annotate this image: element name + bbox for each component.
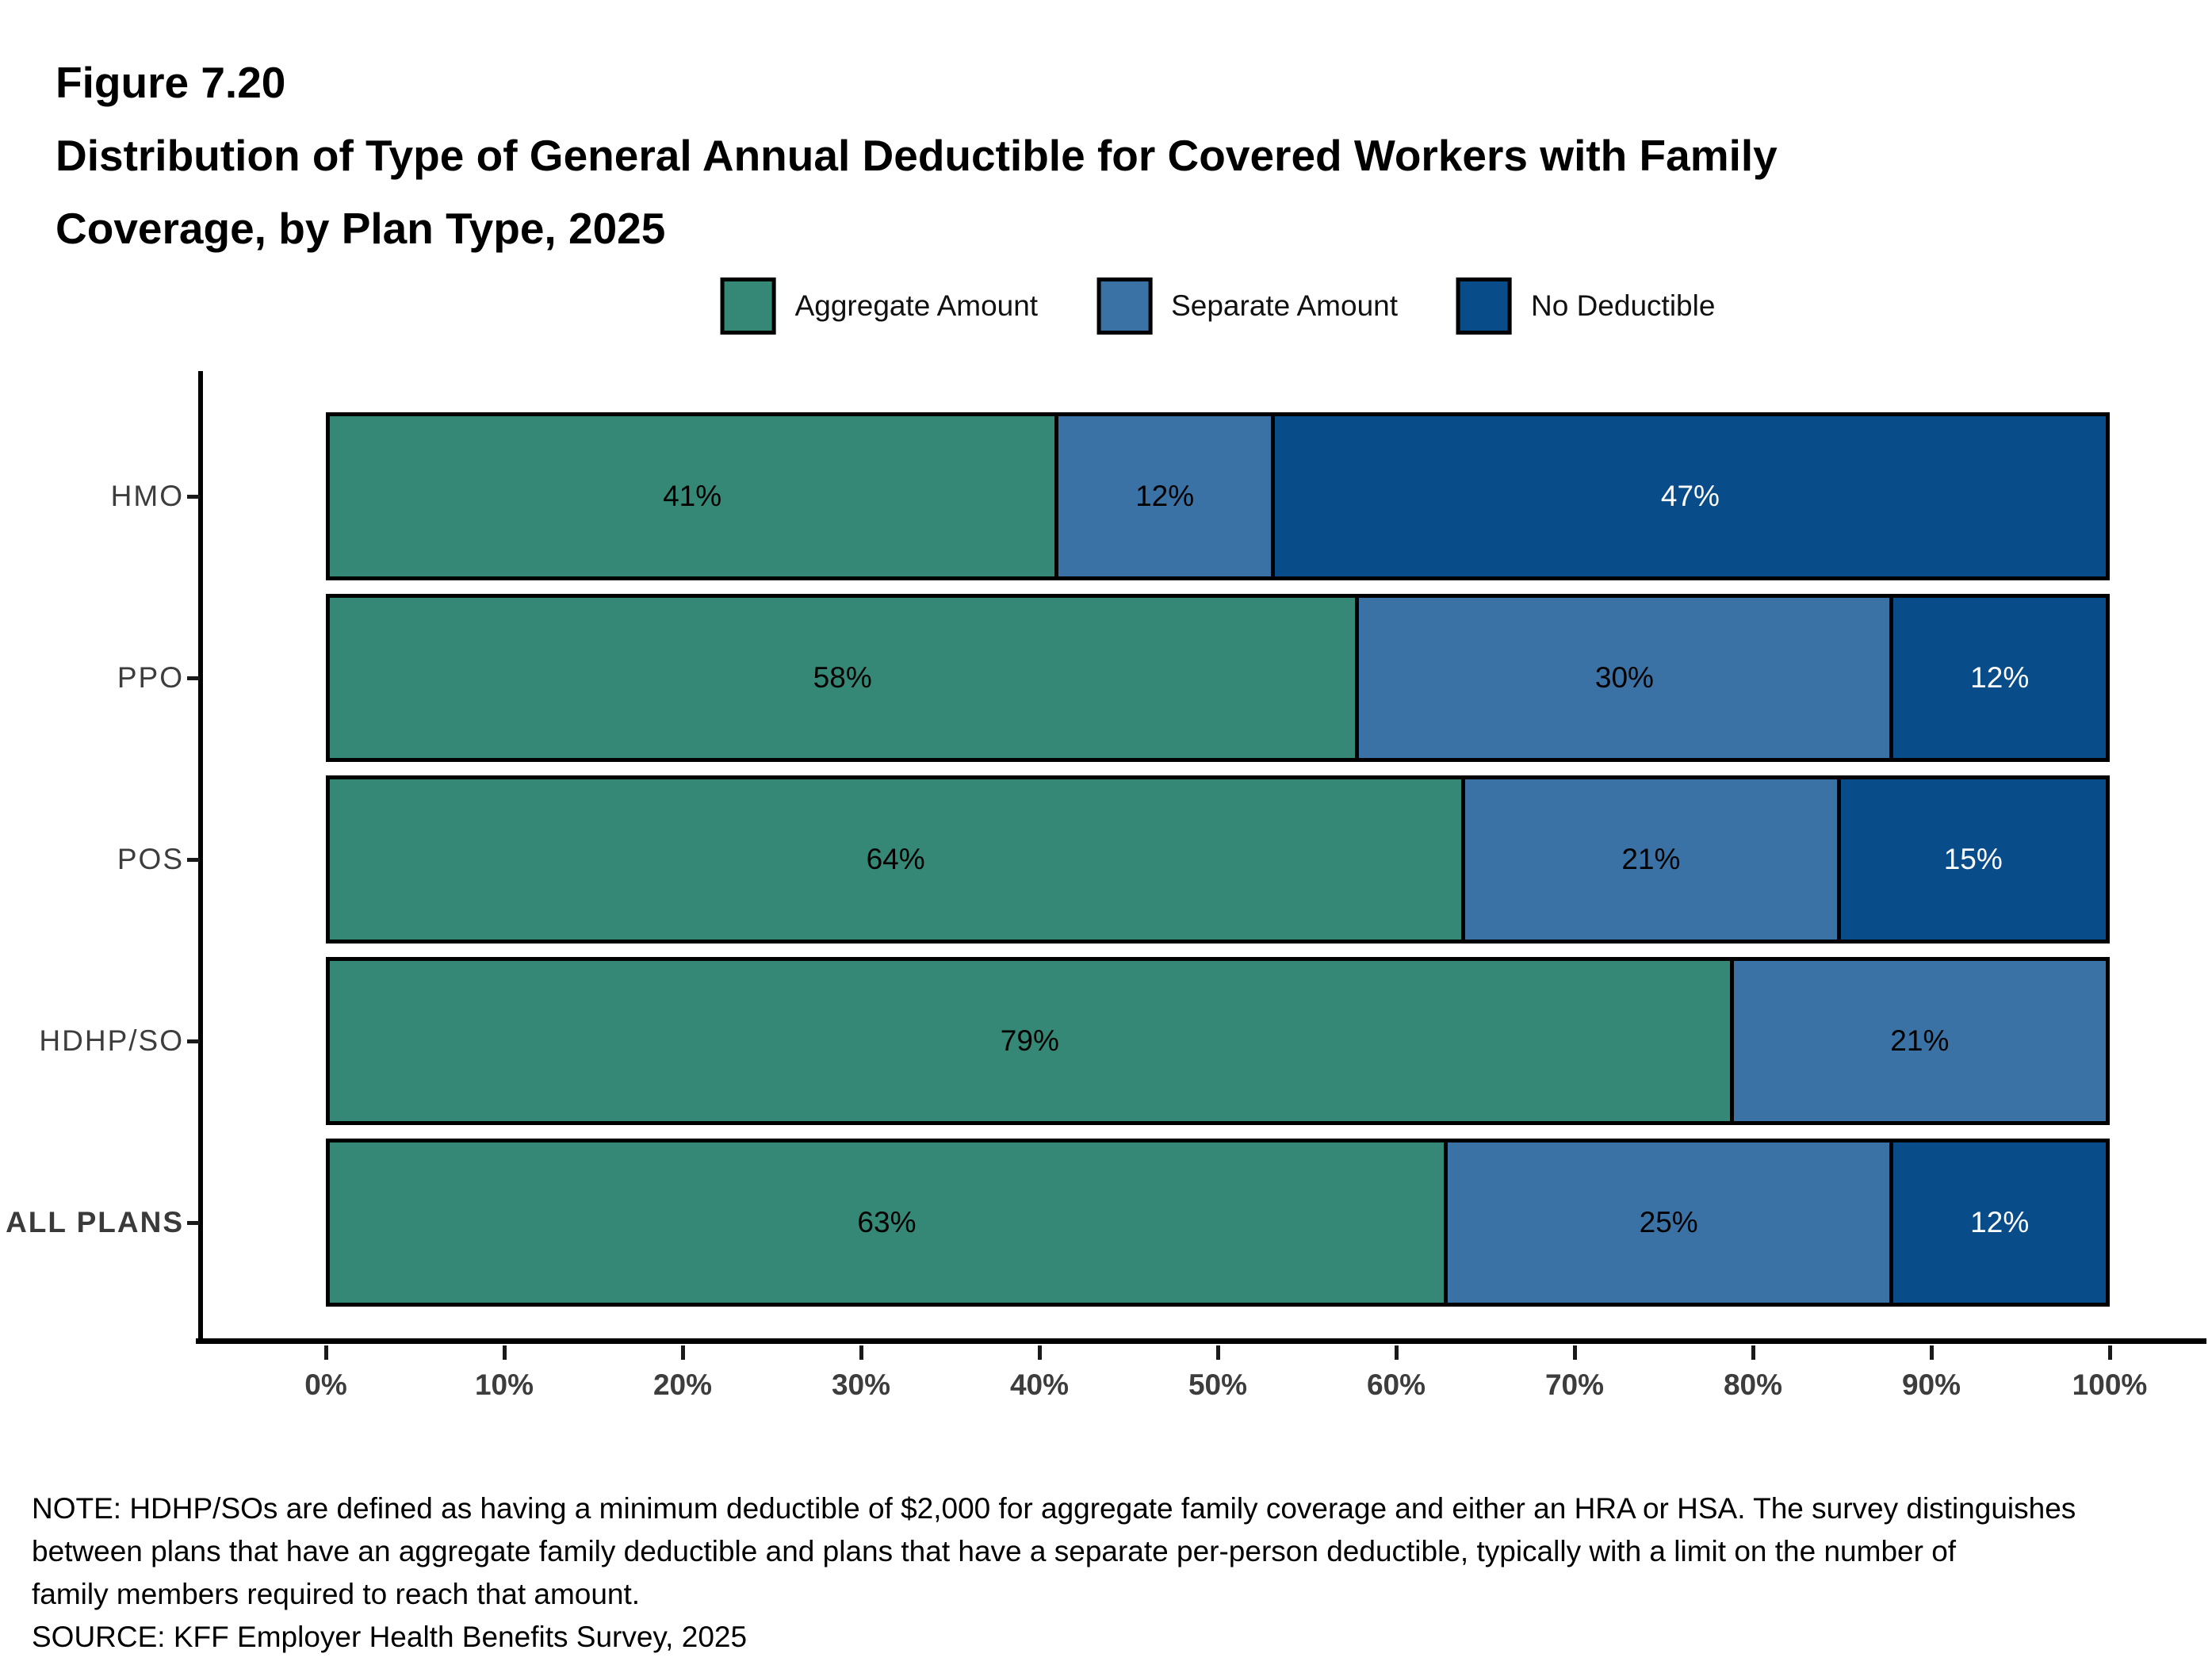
x-axis-tick-label: 50% — [1188, 1368, 1248, 1401]
y-axis-tick — [187, 676, 200, 680]
y-axis-tick — [187, 495, 200, 499]
bar-row-all-plans: 63% 25% 12% — [326, 1139, 2110, 1307]
note-line: between plans that have an aggregate fam… — [32, 1535, 1957, 1567]
segment-value-label: 15% — [1943, 843, 2003, 875]
x-axis-tick-label: 100% — [2072, 1368, 2148, 1401]
bar-row-hdhp-so: 79% 21% — [326, 957, 2110, 1125]
y-axis-label-pos: POS — [117, 843, 184, 875]
bar-segment-no-deductible: 47% — [1274, 416, 2106, 576]
x-axis-tick — [2107, 1345, 2112, 1360]
figure-label: Figure 7.20 — [55, 58, 286, 107]
y-axis-line — [198, 371, 203, 1343]
bar-row-ppo: 58% 30% 12% — [326, 594, 2110, 762]
x-axis-tick — [859, 1345, 863, 1360]
x-axis-tick-label: 0% — [304, 1368, 347, 1401]
x-axis-tick-label: 30% — [831, 1368, 891, 1401]
x-axis-tick — [1394, 1345, 1399, 1360]
notes-block: NOTE: HDHP/SOs are defined as having a m… — [32, 1487, 2076, 1659]
segment-value-label: 30% — [1594, 661, 1654, 694]
bar-row-hmo: 41% 12% 47% — [326, 412, 2110, 580]
segment-value-label: 79% — [1000, 1024, 1059, 1057]
segment-value-label: 58% — [813, 661, 872, 694]
figure-title-line2: Coverage, by Plan Type, 2025 — [55, 204, 666, 253]
bar-segment-separate-amount: 12% — [1058, 416, 1271, 576]
bar-segment-aggregate-amount: 79% — [330, 961, 1730, 1121]
bar-segment-separate-amount: 30% — [1359, 598, 1890, 758]
y-axis-label-hdhp-so: HDHP/SO — [39, 1024, 184, 1057]
legend-label: No Deductible — [1531, 289, 1716, 322]
segment-value-label: 12% — [1135, 480, 1195, 512]
legend-item-no-deductible: No Deductible — [1456, 278, 1715, 335]
legend-label: Aggregate Amount — [794, 289, 1039, 322]
y-axis-label-hmo: HMO — [110, 480, 184, 512]
note-line: family members required to reach that am… — [32, 1578, 641, 1610]
bar-segment-separate-amount: 21% — [1465, 779, 1837, 940]
x-axis-tick-label: 60% — [1366, 1368, 1426, 1401]
y-axis-label-ppo: PPO — [117, 661, 184, 694]
figure-title-line1: Distribution of Type of General Annual D… — [55, 131, 1778, 180]
segment-value-label: 41% — [663, 480, 722, 512]
source-line: SOURCE: KFF Employer Health Benefits Sur… — [32, 1621, 748, 1653]
x-axis-tick — [680, 1345, 685, 1360]
y-axis-tick — [187, 858, 200, 862]
x-axis-tick-label: 40% — [1009, 1368, 1070, 1401]
x-axis-tick — [323, 1345, 328, 1360]
bar-segment-aggregate-amount: 58% — [330, 598, 1356, 758]
legend: Aggregate Amount Separate Amount No Dedu… — [720, 278, 1715, 335]
legend-label: Separate Amount — [1171, 289, 1399, 322]
bar-row-pos: 64% 21% 15% — [326, 775, 2110, 944]
y-axis-tick — [187, 1221, 200, 1225]
segment-value-label: 47% — [1660, 480, 1720, 512]
x-axis-tick — [1929, 1345, 1934, 1360]
segment-value-label: 63% — [857, 1206, 917, 1238]
x-axis-tick-label: 10% — [474, 1368, 534, 1401]
segment-value-label: 64% — [866, 843, 925, 875]
bar-segment-separate-amount: 25% — [1447, 1143, 1890, 1303]
bar-segment-aggregate-amount: 63% — [330, 1143, 1444, 1303]
x-axis-tick — [1215, 1345, 1220, 1360]
x-axis-tick-label: 70% — [1544, 1368, 1605, 1401]
y-axis-tick — [187, 1039, 200, 1043]
segment-value-label: 21% — [1890, 1024, 1950, 1057]
x-axis-tick-label: 80% — [1723, 1368, 1783, 1401]
bar-segment-no-deductible: 12% — [1893, 598, 2106, 758]
segment-value-label: 12% — [1970, 661, 2030, 694]
legend-swatch-aggregate-amount — [720, 278, 776, 335]
segment-value-label: 12% — [1970, 1206, 2030, 1238]
x-axis-tick-label: 20% — [653, 1368, 713, 1401]
x-axis-tick — [502, 1345, 507, 1360]
segment-value-label: 25% — [1639, 1206, 1698, 1238]
bar-segment-no-deductible: 15% — [1840, 779, 2106, 940]
x-axis-tick — [1572, 1345, 1577, 1360]
note-line: NOTE: HDHP/SOs are defined as having a m… — [32, 1492, 2076, 1525]
x-axis-tick-label: 90% — [1901, 1368, 1961, 1401]
legend-item-separate-amount: Separate Amount — [1096, 278, 1398, 335]
legend-item-aggregate-amount: Aggregate Amount — [720, 278, 1039, 335]
bar-segment-aggregate-amount: 64% — [330, 779, 1462, 940]
x-axis-tick — [1037, 1345, 1042, 1360]
title-block: Figure 7.20 Distribution of Type of Gene… — [55, 46, 1778, 265]
segment-value-label: 21% — [1621, 843, 1681, 875]
x-axis-line — [196, 1338, 2206, 1344]
bar-segment-no-deductible: 12% — [1893, 1143, 2106, 1303]
y-axis-label-all-plans: ALL PLANS — [6, 1206, 184, 1238]
bar-segment-separate-amount: 21% — [1733, 961, 2106, 1121]
x-axis-tick — [1751, 1345, 1755, 1360]
bar-segment-aggregate-amount: 41% — [330, 416, 1055, 576]
legend-swatch-separate-amount — [1096, 278, 1153, 335]
legend-swatch-no-deductible — [1456, 278, 1513, 335]
